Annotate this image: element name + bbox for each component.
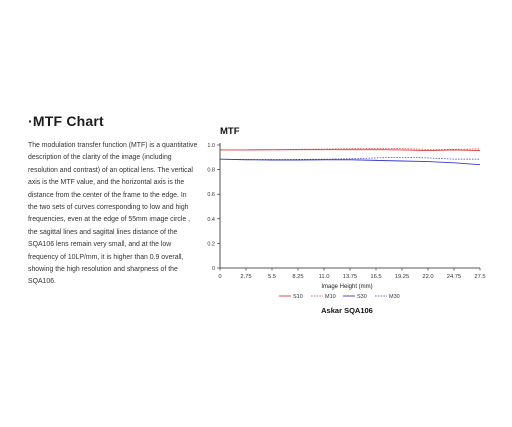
section-title: ·MTF Chart	[28, 113, 104, 129]
x-tick-label: 2.75	[240, 274, 251, 280]
y-tick-label: 0.2	[207, 241, 215, 247]
legend-label-m30: M30	[389, 294, 400, 300]
x-axis: 0 2.75 5.5 8.25 11.0 13.75 16.5 19.25 22.0 24.75 2…	[218, 267, 486, 280]
legend-label-m10: M10	[325, 294, 336, 300]
series-line-m30	[219, 156, 480, 160]
legend-label-s30: S30	[357, 294, 367, 300]
y-axis: 0 0.2 0.4 0.6 0.8 1.0	[207, 143, 221, 272]
x-tick-label: 22.0	[422, 274, 433, 280]
x-tick-label: 24.75	[447, 274, 462, 280]
x-tick-label: 8.25	[292, 274, 303, 280]
series-line-s10	[220, 149, 481, 151]
series-line-s30	[219, 158, 481, 166]
chart-subtitle: Askar SQA106	[321, 306, 373, 315]
y-tick-label: 0	[212, 266, 215, 272]
plot-lines	[219, 148, 481, 166]
mtf-chart-svg: MTF 0 0.2 0.4 0.6 0.8 1.0 0 2.75 5.5 8.25 11.0 13.…	[207, 126, 486, 315]
x-axis-label: Image Height (mm)	[321, 284, 372, 290]
y-tick-label: 0.8	[207, 168, 215, 174]
series-line-m10	[219, 148, 481, 151]
legend: S10 M10 S30 M30	[279, 294, 400, 300]
y-tick-label: 0.6	[207, 192, 215, 198]
x-tick-label: 16.5	[370, 274, 381, 280]
mtf-chart: MTF 0 0.2 0.4 0.6 0.8 1.0 0 2.75 5.5 8.25 11.0 13.…	[196, 118, 496, 328]
legend-label-s10: S10	[293, 294, 303, 300]
x-tick-label: 5.5	[268, 274, 276, 280]
x-tick-label: 13.75	[343, 274, 358, 280]
chart-title: MTF	[220, 126, 240, 137]
x-tick-label: 0	[218, 274, 221, 280]
x-tick-label: 19.25	[395, 274, 410, 280]
mtf-description: The modulation transfer function (MTF) i…	[28, 142, 198, 286]
x-tick-label: 11.0	[319, 274, 330, 280]
x-tick-label: 27.5	[474, 274, 485, 280]
y-tick-label: 0.4	[207, 217, 215, 223]
y-tick-label: 1.0	[207, 143, 215, 149]
